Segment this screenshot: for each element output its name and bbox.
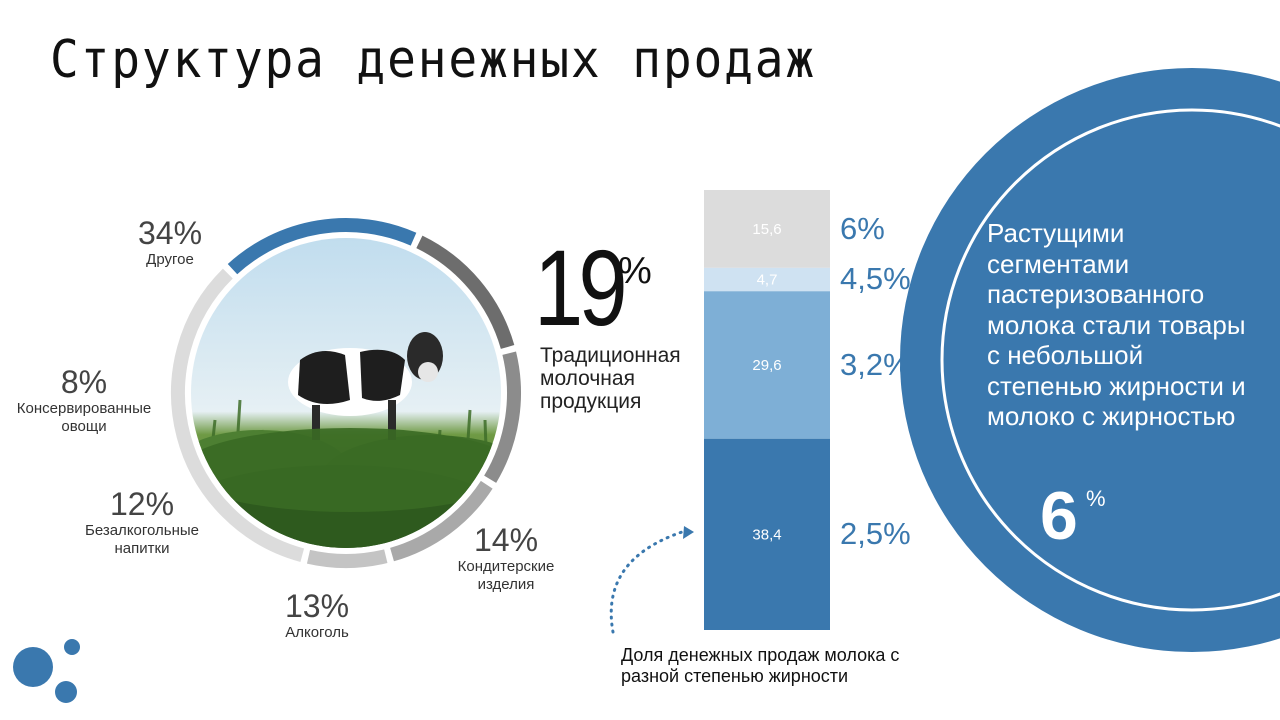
- circle-text: Растущими сегментами пастеризованного мо…: [987, 218, 1246, 431]
- donut-label-pct: 8%: [60, 364, 108, 400]
- circle-value-unit: %: [1086, 486, 1106, 511]
- circle-value: 6: [1040, 478, 1078, 554]
- donut-label-soft-drinks: 12% Безалкогольные напитки: [72, 486, 212, 558]
- donut-label-name: Алкоголь: [285, 624, 349, 641]
- donut-segment: [416, 235, 515, 349]
- donut-segment: [390, 480, 493, 562]
- bar-segment-label: 38,4: [752, 526, 781, 543]
- bar-segment: [704, 267, 830, 292]
- bar-segment: [704, 190, 830, 268]
- donut-label-other: 34% Другое: [115, 215, 225, 269]
- fat-percent-label: 4,5%: [840, 261, 911, 297]
- donut-segment: [171, 268, 305, 562]
- decor-dot-small: [64, 639, 80, 655]
- decor-dot-medium: [55, 681, 77, 703]
- bar-caption: Доля денежных продаж молока с разной сте…: [621, 645, 900, 686]
- arrow-head-icon: [683, 526, 694, 539]
- decor-dot-large: [13, 647, 53, 687]
- donut-segment: [484, 351, 521, 483]
- bar-segment: [704, 438, 830, 630]
- donut-segment: [306, 549, 388, 568]
- donut-label-name: Безалкогольные напитки: [84, 522, 200, 557]
- donut-ring: [171, 218, 521, 568]
- dairy-share-value: 19: [534, 227, 628, 348]
- dairy-share-unit: %: [618, 250, 652, 292]
- dotted-arrow: [609, 530, 684, 634]
- donut-segment: [227, 218, 417, 275]
- donut-label-confectionery: 14% Кондитерские изделия: [446, 522, 566, 594]
- dairy-share-label: Традиционная молочная продукция: [540, 344, 681, 413]
- donut-label-pct: 12%: [109, 486, 175, 522]
- donut-label-alcohol: 13% Алкоголь: [262, 588, 372, 642]
- donut-label-pct: 34%: [137, 215, 203, 251]
- page-title: Структура денежных продаж: [50, 30, 817, 90]
- bar-segment: [704, 291, 830, 439]
- cow-figure: [288, 332, 443, 440]
- fat-percent-label: 3,2%: [840, 346, 911, 382]
- fat-percent-label: 2,5%: [840, 516, 911, 552]
- donut-label-name: Кондитерские изделия: [457, 558, 555, 593]
- donut-label-name: Консервированные овощи: [16, 400, 152, 435]
- bar-segment-label: 29,6: [752, 357, 781, 374]
- bar-segment-label: 4,7: [757, 271, 778, 288]
- bar-segment-label: 15,6: [752, 221, 781, 238]
- donut-label-pct: 13%: [284, 588, 350, 624]
- big-blue-circle: [900, 68, 1280, 652]
- inner-white-ring: [940, 108, 1280, 612]
- fat-percent-label: 6%: [840, 210, 885, 246]
- donut-label-canned-vegetables: 8% Консервированные овощи: [4, 364, 164, 436]
- donut-label-name: Другое: [146, 251, 194, 268]
- donut-label-pct: 14%: [473, 522, 539, 558]
